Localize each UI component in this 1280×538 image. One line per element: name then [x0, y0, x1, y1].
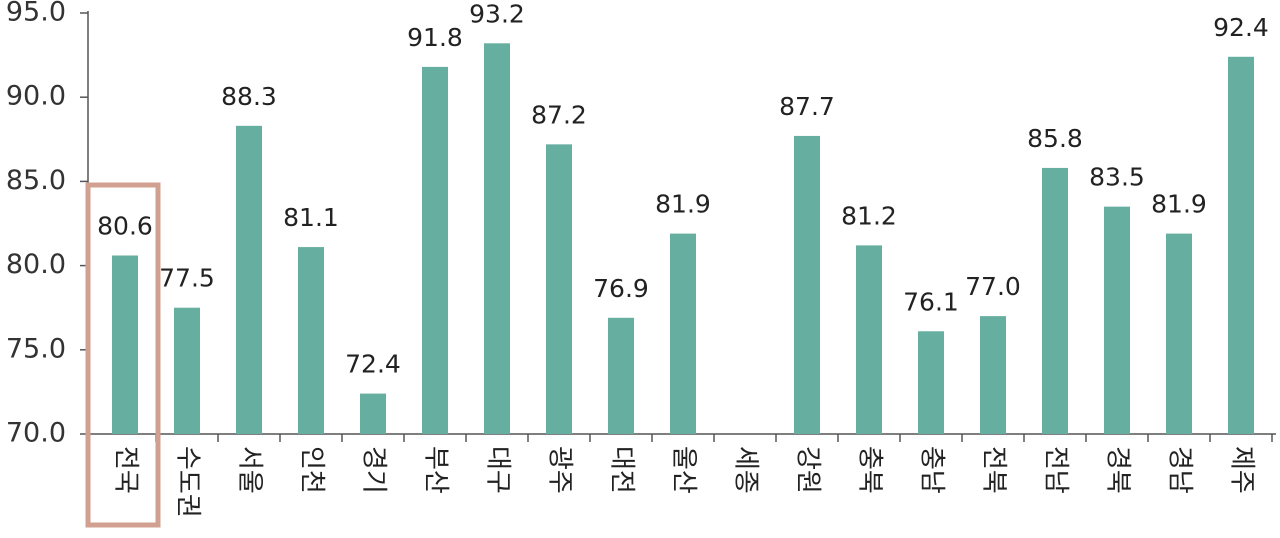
x-tick-label: 울산 — [669, 446, 699, 494]
x-tick-label: 경기 — [359, 446, 389, 494]
x-tick-label: 광주 — [545, 446, 575, 494]
x-tick-label: 경북 — [1103, 446, 1133, 494]
y-tick-label: 80.0 — [6, 249, 66, 280]
value-label: 81.9 — [1151, 190, 1207, 219]
x-tick-label: 대전 — [607, 446, 637, 494]
x-tick-label: 인천 — [297, 446, 327, 494]
x-tick-label: 대구 — [483, 446, 513, 494]
bar — [174, 307, 200, 434]
value-label: 72.4 — [345, 350, 401, 379]
bar — [794, 135, 820, 434]
value-label: 85.8 — [1027, 124, 1083, 153]
value-label: 88.3 — [221, 82, 277, 111]
value-label: 87.2 — [531, 100, 587, 129]
x-tick-label: 세종 — [731, 446, 761, 494]
bar — [918, 331, 944, 434]
bar — [1228, 56, 1254, 435]
x-tick-label: 제주 — [1227, 446, 1257, 494]
x-tick-label: 충남 — [917, 446, 947, 494]
value-label: 93.2 — [469, 0, 525, 28]
bar — [856, 245, 882, 434]
bar — [980, 316, 1006, 434]
x-tick-label: 경남 — [1165, 446, 1195, 494]
bar — [1166, 233, 1192, 434]
value-label: 81.1 — [283, 203, 339, 232]
value-label: 76.9 — [593, 274, 649, 303]
x-tick-label: 수도권 — [173, 446, 203, 518]
value-label: 91.8 — [407, 23, 463, 52]
x-tick-label: 전북 — [979, 446, 1009, 494]
bar — [298, 247, 324, 434]
value-label: 83.5 — [1089, 163, 1145, 192]
y-tick-label: 90.0 — [6, 81, 66, 112]
y-tick-label: 95.0 — [6, 0, 66, 28]
value-label: 87.7 — [779, 92, 835, 121]
bar — [1042, 167, 1068, 435]
y-tick-label: 85.0 — [6, 165, 66, 196]
bar — [1104, 206, 1130, 434]
value-label: 77.0 — [965, 272, 1021, 301]
value-label: 92.4 — [1213, 13, 1269, 42]
value-label: 80.6 — [97, 211, 153, 240]
value-label: 81.2 — [841, 201, 897, 230]
bar — [608, 317, 634, 434]
x-tick-label: 강원 — [793, 446, 823, 494]
x-tick-label: 부산 — [421, 446, 451, 494]
bar — [546, 144, 572, 435]
value-label: 76.1 — [903, 287, 959, 316]
highlight-box — [85, 182, 161, 528]
x-tick-label: 서울 — [235, 446, 265, 494]
x-tick-label: 충북 — [855, 446, 885, 494]
bar — [236, 125, 262, 434]
y-tick-label: 75.0 — [6, 333, 66, 364]
bar — [484, 43, 510, 434]
x-tick-label: 전남 — [1041, 446, 1071, 494]
bar — [670, 233, 696, 434]
y-tick-label: 70.0 — [6, 418, 66, 449]
bar — [360, 393, 386, 434]
bar — [422, 66, 448, 434]
value-label: 81.9 — [655, 190, 711, 219]
x-tick-label: 전국 — [111, 446, 141, 494]
value-label: 77.5 — [159, 264, 215, 293]
bar — [112, 255, 138, 434]
